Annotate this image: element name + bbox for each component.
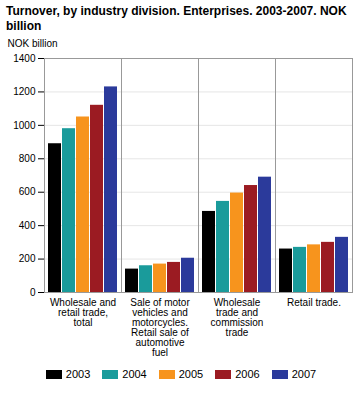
svg-text:Retail trade.: Retail trade. — [287, 297, 341, 308]
html-text:Turnover, by industry division: Turnover, by industry division. Enterpri… — [6, 4, 347, 33]
svg-text:400: 400 — [19, 220, 36, 231]
svg-text:1000: 1000 — [13, 120, 36, 131]
html-text:2004: 2004 — [122, 368, 147, 380]
svg-text:600: 600 — [19, 186, 36, 197]
svg-text:1400: 1400 — [13, 53, 36, 64]
svg-text:0: 0 — [30, 287, 36, 298]
html-text:2007: 2007 — [291, 368, 317, 380]
svg-text:800: 800 — [19, 153, 36, 164]
html-text:2003: 2003 — [65, 368, 91, 380]
svg-text:Wholesaletrade andcommissiontr: Wholesaletrade andcommissiontrade — [211, 297, 264, 338]
svg-text:NOK billion: NOK billion — [8, 38, 58, 49]
html-text:2006: 2006 — [235, 368, 260, 380]
svg-text:1200: 1200 — [13, 86, 36, 97]
svg-text:Sale of motorvehicles andmotor: Sale of motorvehicles andmotorcycles.Ret… — [130, 297, 190, 358]
svg-text:200: 200 — [19, 253, 36, 264]
svg-text:Wholesale andretail trade,tota: Wholesale andretail trade,total — [50, 297, 116, 328]
html-text:2005: 2005 — [178, 368, 204, 380]
